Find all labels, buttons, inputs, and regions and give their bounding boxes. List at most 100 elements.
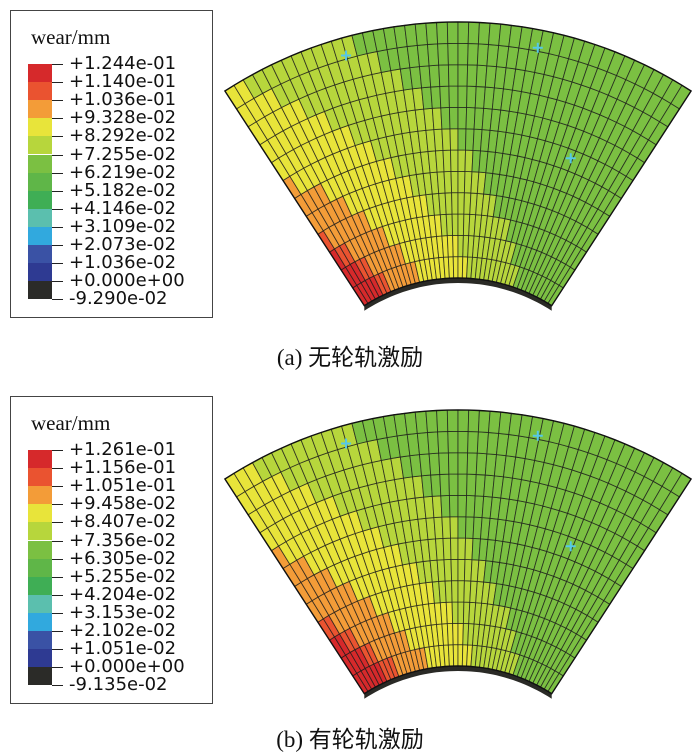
- legend-label: +1.244e-01: [69, 53, 177, 74]
- legend-label: +8.407e-02: [69, 511, 177, 533]
- legend-tick: [52, 594, 63, 596]
- legend-swatch: [28, 245, 52, 263]
- mesh-element: [447, 430, 459, 454]
- legend-label: +8.292e-02: [69, 125, 177, 147]
- legend-label: +0.000e+00: [69, 270, 185, 292]
- node-marker: [565, 153, 576, 164]
- legend-swatch: [28, 576, 52, 595]
- mesh-element: [452, 644, 459, 667]
- legend-tick: [52, 450, 63, 451]
- legend-swatch: [28, 450, 52, 468]
- legend-tick: [52, 299, 63, 301]
- legend-panel-a: wear/mm +1.244e-01 +1.140e-01 +1.036e-01 +9…: [10, 10, 213, 318]
- legend-tick: [52, 82, 63, 84]
- legend-swatch: [28, 667, 52, 686]
- mesh-element: [445, 601, 454, 625]
- legend-swatch: [28, 154, 52, 173]
- node-marker: [532, 42, 543, 53]
- mesh-element: [467, 431, 479, 454]
- legend-swatch: [28, 649, 52, 668]
- node-marker: [341, 438, 352, 449]
- mesh-element: [425, 410, 439, 433]
- legend-label: +7.356e-02: [69, 529, 177, 551]
- legend-label: +3.109e-02: [69, 215, 177, 237]
- mesh-element: [427, 431, 440, 455]
- mesh-element: [451, 601, 459, 624]
- sector-outline: [223, 21, 693, 307]
- mesh-element: [452, 622, 459, 646]
- mesh-element: [457, 494, 468, 518]
- legend-label: +1.156e-01: [69, 457, 177, 479]
- mesh-element: [447, 452, 459, 475]
- legend-label: +2.102e-02: [69, 620, 177, 641]
- legend-tick: [52, 154, 63, 156]
- mesh-element: [448, 473, 459, 496]
- legend-label: +5.182e-02: [69, 179, 177, 201]
- legend-tick: [52, 504, 63, 506]
- legend-tick: [52, 208, 63, 210]
- legend-label: +1.051e-02: [69, 638, 177, 660]
- legend-label: +5.255e-02: [69, 565, 177, 587]
- mesh-element: [449, 516, 459, 539]
- legend-tick: [52, 540, 63, 542]
- legend-swatch: [28, 486, 52, 505]
- legend-swatch: [28, 64, 52, 82]
- legend-tick: [52, 64, 63, 65]
- legend-label: +2.073e-02: [69, 234, 177, 255]
- mesh-element: [414, 410, 428, 434]
- legend-title-b: wear/mm: [31, 411, 111, 435]
- legend-label: +1.036e-01: [69, 89, 177, 111]
- legend-title-a: wear/mm: [31, 25, 111, 49]
- legend-tick: [52, 226, 63, 228]
- legend-tick: [52, 172, 63, 174]
- legend-label: +1.261e-01: [69, 439, 177, 460]
- legend-swatch: [28, 190, 52, 209]
- mesh-element: [450, 558, 459, 582]
- legend-tick: [52, 118, 63, 120]
- legend-label: +3.153e-02: [69, 601, 177, 623]
- legend-swatch: [28, 118, 52, 137]
- legend-swatch: [28, 100, 52, 119]
- legend-tick: [52, 245, 63, 246]
- legend-swatch: [28, 136, 52, 155]
- contact-edge-shadow: [364, 278, 552, 311]
- legend-label: -9.290e-02: [69, 288, 168, 310]
- contact-edge-shadow: [364, 666, 552, 699]
- sector-outline: [223, 409, 693, 695]
- node-marker: [341, 50, 352, 61]
- legend-label: +1.036e-02: [69, 252, 177, 274]
- mesh-element: [436, 409, 449, 433]
- mesh-element: [437, 431, 449, 454]
- legend-swatch: [28, 82, 52, 101]
- legend-swatch: [28, 522, 52, 541]
- mesh-element: [457, 558, 466, 582]
- mesh-element: [457, 516, 467, 539]
- legend-swatch: [28, 263, 52, 282]
- legend-label: +9.458e-02: [69, 493, 177, 515]
- legend-label: +6.305e-02: [69, 547, 177, 569]
- legend-tick: [52, 468, 63, 470]
- node-marker: [532, 430, 543, 441]
- mesh-element: [431, 495, 443, 519]
- legend-label: +0.000e+00: [69, 656, 185, 678]
- mesh-element: [450, 537, 459, 560]
- caption-b: (b) 有轮轨激励: [276, 727, 424, 752]
- mesh-element: [466, 452, 478, 475]
- legend-tick: [52, 522, 63, 524]
- mesh-element: [439, 473, 450, 497]
- mesh-element: [440, 494, 451, 518]
- mesh-element: [457, 601, 465, 624]
- legend-panel-b: wear/mm +1.261e-01 +1.156e-01 +1.051e-01 +9…: [10, 396, 213, 704]
- legend-tick: [52, 685, 63, 687]
- legend-swatch: [28, 612, 52, 631]
- mesh-element: [451, 580, 459, 603]
- legend-swatch: [28, 208, 52, 227]
- mesh-element: [457, 452, 469, 475]
- legend-tick: [52, 667, 63, 669]
- mesh-element: [442, 537, 452, 561]
- mesh-element: [466, 473, 477, 497]
- mesh-element: [467, 409, 480, 433]
- legend-tick: [52, 281, 63, 283]
